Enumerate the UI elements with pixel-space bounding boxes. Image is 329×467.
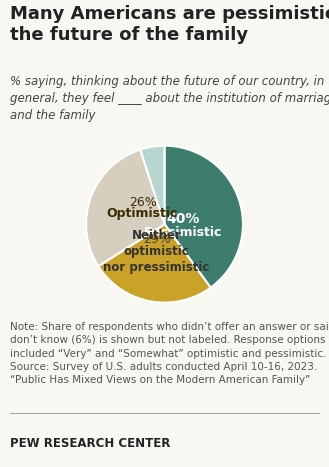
Text: Optimistic: Optimistic — [107, 207, 178, 220]
Wedge shape — [86, 149, 164, 266]
Text: % saying, thinking about the future of our country, in
general, they feel ____ a: % saying, thinking about the future of o… — [10, 75, 329, 122]
Text: Neither
optimistic
nor pressimistic: Neither optimistic nor pressimistic — [103, 229, 210, 274]
Wedge shape — [140, 146, 164, 224]
Text: PEW RESEARCH CENTER: PEW RESEARCH CENTER — [10, 437, 170, 450]
Text: 26%: 26% — [129, 196, 156, 209]
Wedge shape — [98, 224, 211, 303]
Text: 29%: 29% — [143, 234, 170, 247]
Text: Note: Share of respondents who didn’t offer an answer or said they
don’t know (6: Note: Share of respondents who didn’t of… — [10, 322, 329, 385]
Wedge shape — [164, 146, 243, 288]
Text: Many Americans are pessimistic about
the future of the family: Many Americans are pessimistic about the… — [10, 5, 329, 44]
Text: Pessimistic: Pessimistic — [144, 226, 222, 239]
Text: 40%: 40% — [167, 212, 200, 226]
